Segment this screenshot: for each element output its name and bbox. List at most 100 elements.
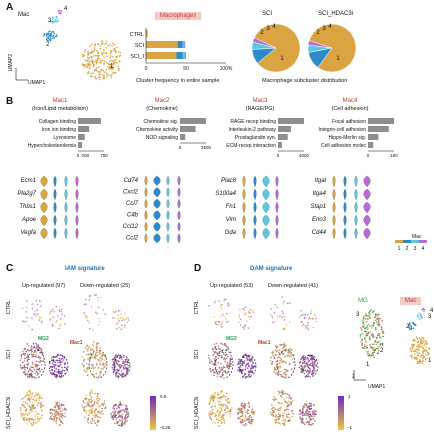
dam-point [272, 415, 275, 417]
umap-point-c2 [46, 36, 49, 39]
dam-point [247, 327, 250, 329]
violin-0-0-1 [53, 175, 57, 188]
dam-point [283, 412, 285, 414]
iam-point [117, 370, 119, 372]
iam-point [92, 341, 95, 343]
mac-cluster-label-3: 4 [430, 308, 434, 314]
iam-point [19, 407, 22, 409]
dam-point [224, 360, 226, 363]
dam-point [279, 315, 281, 317]
dam-point [224, 351, 227, 354]
umap-point-c2 [51, 31, 54, 33]
umap-point-c1 [90, 60, 92, 62]
mg-point [371, 324, 373, 327]
iam-point [112, 310, 115, 313]
iam-point [126, 408, 129, 411]
bar-caption: Cluster frequency in entire sample [136, 78, 220, 84]
dam-point [285, 348, 287, 350]
iam-point [92, 364, 94, 366]
dam-point [250, 416, 253, 419]
iam-point [25, 320, 28, 323]
iam-point [122, 418, 124, 421]
iam-point [49, 371, 52, 374]
iam-point [64, 362, 66, 364]
iam-point [121, 420, 123, 422]
mac-point-c3 [420, 316, 423, 319]
mg-point [382, 332, 385, 334]
mac-point-c1 [409, 348, 412, 351]
umap-point-c1 [97, 66, 100, 69]
iam-point [61, 366, 63, 369]
umap-point-c2 [49, 35, 52, 37]
iam-point [20, 409, 22, 412]
dam-point [214, 347, 216, 349]
dam-point [220, 303, 223, 306]
dam-point [230, 358, 233, 361]
iam-point [88, 400, 90, 402]
iam-point [23, 406, 25, 408]
iam-point [89, 352, 92, 355]
dam-point [219, 396, 222, 398]
dam-point [286, 413, 288, 416]
dam-point [254, 365, 256, 367]
iam-point [55, 404, 57, 406]
gene-label-3-1: Itga4 [313, 191, 327, 197]
mg-point [378, 336, 381, 338]
umap-point-c2 [50, 33, 52, 36]
iam-point [53, 417, 56, 420]
iam-point [90, 411, 93, 413]
iam-point [99, 371, 101, 373]
iam-point [115, 354, 117, 357]
iam-point [85, 303, 87, 305]
dam-point [218, 300, 220, 302]
iam-point [31, 361, 34, 364]
mg-point [363, 320, 365, 322]
iam-point [38, 395, 41, 397]
dam-point [242, 375, 244, 378]
dam-point [290, 410, 293, 413]
iam-point [22, 371, 25, 374]
umap-point-c3 [55, 15, 58, 18]
iam-point [85, 362, 88, 365]
iam-point [112, 407, 114, 409]
mac-point-c1 [417, 352, 419, 355]
iam-point [97, 400, 100, 402]
mac-point-c4 [422, 307, 425, 310]
iam-point [98, 353, 101, 355]
iam-point [88, 321, 90, 324]
umap-point-c2 [49, 32, 52, 35]
dam-point [241, 412, 244, 414]
mg-point [373, 336, 375, 338]
dam-point [244, 404, 246, 407]
iam-point [25, 311, 28, 313]
iam-point [20, 398, 23, 400]
iam-point [19, 364, 22, 367]
umap-point-c1 [92, 55, 95, 57]
mg-point [366, 324, 369, 327]
dam-point [252, 413, 254, 415]
iam-point [89, 421, 92, 423]
umap-point-c1 [100, 59, 102, 62]
dam-point [313, 412, 315, 414]
dam-point [210, 419, 213, 421]
dam-title: DAM signature [250, 266, 293, 272]
umap-point-c1 [112, 71, 115, 74]
dam-point [311, 373, 313, 375]
dam-point [214, 368, 217, 371]
umap-point-c1 [92, 72, 94, 74]
dam-point [282, 372, 285, 375]
iam-point [88, 299, 91, 301]
gene-label-1-0: Cd74 [124, 178, 139, 184]
iam-point [127, 367, 129, 369]
iam-point [116, 417, 118, 419]
dam-point [274, 408, 277, 411]
mg-point [364, 328, 367, 330]
iam-point [64, 412, 66, 415]
mg-point [374, 341, 376, 343]
iam-point [121, 370, 123, 372]
dam-point [240, 371, 243, 373]
iam-point [40, 417, 42, 420]
umap-point-c1 [82, 55, 84, 58]
